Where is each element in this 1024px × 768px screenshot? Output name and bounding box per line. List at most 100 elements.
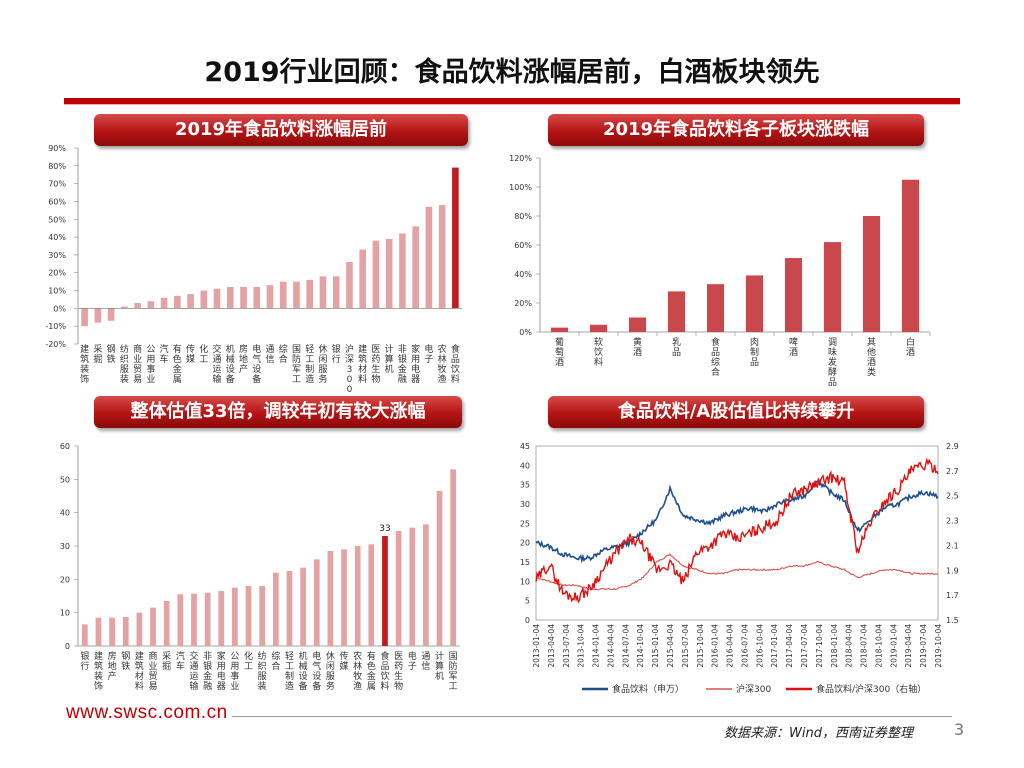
bar: [409, 527, 416, 646]
bar: [81, 308, 88, 327]
x-category-label: 纺织服装: [258, 650, 267, 692]
x-category-label: 啤酒: [789, 336, 798, 358]
bar: [550, 327, 569, 332]
y-tick-label: 40%: [48, 233, 66, 242]
bar: [346, 262, 353, 309]
x-category-label: 肉制品: [750, 336, 759, 368]
x-category-label: 钢铁: [121, 650, 130, 672]
bar: [589, 324, 608, 332]
y-left-tick-label: 35: [520, 481, 530, 490]
bar: [452, 167, 459, 309]
y-tick-label: 30: [60, 542, 70, 551]
bar: [226, 286, 234, 309]
x-date-label: 2013-10-04: [577, 624, 586, 668]
x-date-label: 2015-04-04: [666, 624, 675, 668]
x-category-label: 国防军工: [292, 344, 301, 385]
bar: [628, 317, 647, 332]
series-line: [535, 553, 939, 591]
y-tick-label: 80%: [48, 162, 66, 171]
bar: [174, 295, 181, 309]
bar: [272, 572, 279, 646]
y-left-tick-label: 20: [520, 539, 530, 548]
x-date-label: 2016-04-04: [726, 624, 735, 668]
x-category-label: 家用电器: [411, 343, 420, 385]
bar: [266, 285, 274, 309]
footer-divider: [232, 716, 952, 717]
title-underline: [64, 98, 960, 104]
bar: [136, 612, 143, 646]
y-left-tick-label: 40: [520, 461, 530, 470]
x-category-label: 采掘: [162, 651, 171, 672]
y-tick-label: 60: [60, 442, 70, 451]
y-right-tick-label: 1.7: [946, 591, 959, 600]
legend-label: 沪深300: [736, 683, 771, 695]
bar: [319, 276, 327, 309]
bar: [300, 567, 306, 646]
x-category-label: 化工: [199, 343, 208, 365]
bar-data-label: 33: [379, 524, 390, 534]
x-category-label: 银行: [332, 343, 341, 365]
bar: [306, 279, 314, 309]
bar: [245, 586, 252, 646]
y-tick-label: 0%: [519, 328, 532, 337]
x-category-label: 建筑材料: [135, 650, 144, 692]
legend-label: 食品饮料/沪深300（右轴）: [816, 683, 926, 695]
x-category-label: 医药生物: [394, 651, 403, 692]
x-category-label: 轻工制造: [285, 650, 294, 692]
panel1-title: 2019年食品饮料涨幅居前: [94, 114, 468, 146]
bar: [286, 571, 293, 646]
bar: [368, 544, 375, 646]
title-underline-thin: [64, 104, 960, 105]
bar: [385, 238, 393, 309]
x-category-label: 房地产: [239, 343, 248, 375]
x-category-label: 白酒: [906, 336, 915, 358]
x-category-label: 软饮料: [594, 336, 603, 368]
x-category-label: 综合: [271, 650, 280, 672]
y-tick-label: 20%: [514, 299, 532, 308]
bar: [200, 290, 208, 309]
y-tick-label: 10%: [48, 287, 66, 296]
bar: [423, 524, 429, 646]
x-category-label: 公用事业: [230, 651, 239, 692]
bar: [109, 617, 115, 646]
y-tick-label: 40%: [514, 270, 532, 279]
bar: [399, 233, 406, 309]
bar: [147, 301, 155, 309]
x-date-label: 2018-01-04: [830, 624, 839, 668]
y-tick-label: 80%: [514, 212, 532, 221]
x-category-label: 通信: [421, 651, 430, 672]
x-category-label: 计算机: [435, 650, 444, 682]
y-left-tick-label: 10: [520, 577, 530, 586]
y-tick-label: 50%: [48, 215, 66, 224]
x-date-label: 2015-01-04: [651, 624, 660, 668]
footer-url: www.swsc.com.cn: [66, 702, 228, 723]
x-date-label: 2017-07-04: [800, 624, 809, 668]
x-date-label: 2016-07-04: [740, 624, 749, 668]
bar: [450, 469, 457, 646]
y-left-tick-label: 30: [520, 500, 530, 509]
bar: [150, 607, 156, 646]
bar: [359, 249, 366, 309]
bar: [901, 179, 920, 332]
x-category-label: 国防军工: [449, 651, 458, 692]
x-category-label: 其他酒类: [867, 337, 876, 378]
x-category-label: 化工: [244, 650, 253, 672]
x-category-label: 休闲服务: [326, 650, 335, 692]
x-category-label: 轻工制造: [305, 343, 314, 385]
bar: [94, 308, 102, 323]
y-tick-label: 90%: [48, 144, 66, 153]
x-category-label: 机械设备: [226, 343, 235, 385]
y-tick-label: 60%: [514, 241, 532, 250]
x-date-label: 2016-01-04: [711, 624, 720, 668]
bar: [95, 617, 102, 646]
x-category-label: 交通运输: [213, 343, 222, 385]
x-category-label: 银行: [80, 650, 89, 672]
x-date-label: 2018-04-04: [845, 624, 854, 668]
x-category-label: 建筑装饰: [80, 343, 89, 385]
x-date-label: 2017-01-04: [770, 624, 779, 668]
bar: [436, 491, 443, 646]
x-category-label: 有色金属: [173, 343, 182, 385]
x-category-label: 电气设备: [252, 343, 261, 385]
